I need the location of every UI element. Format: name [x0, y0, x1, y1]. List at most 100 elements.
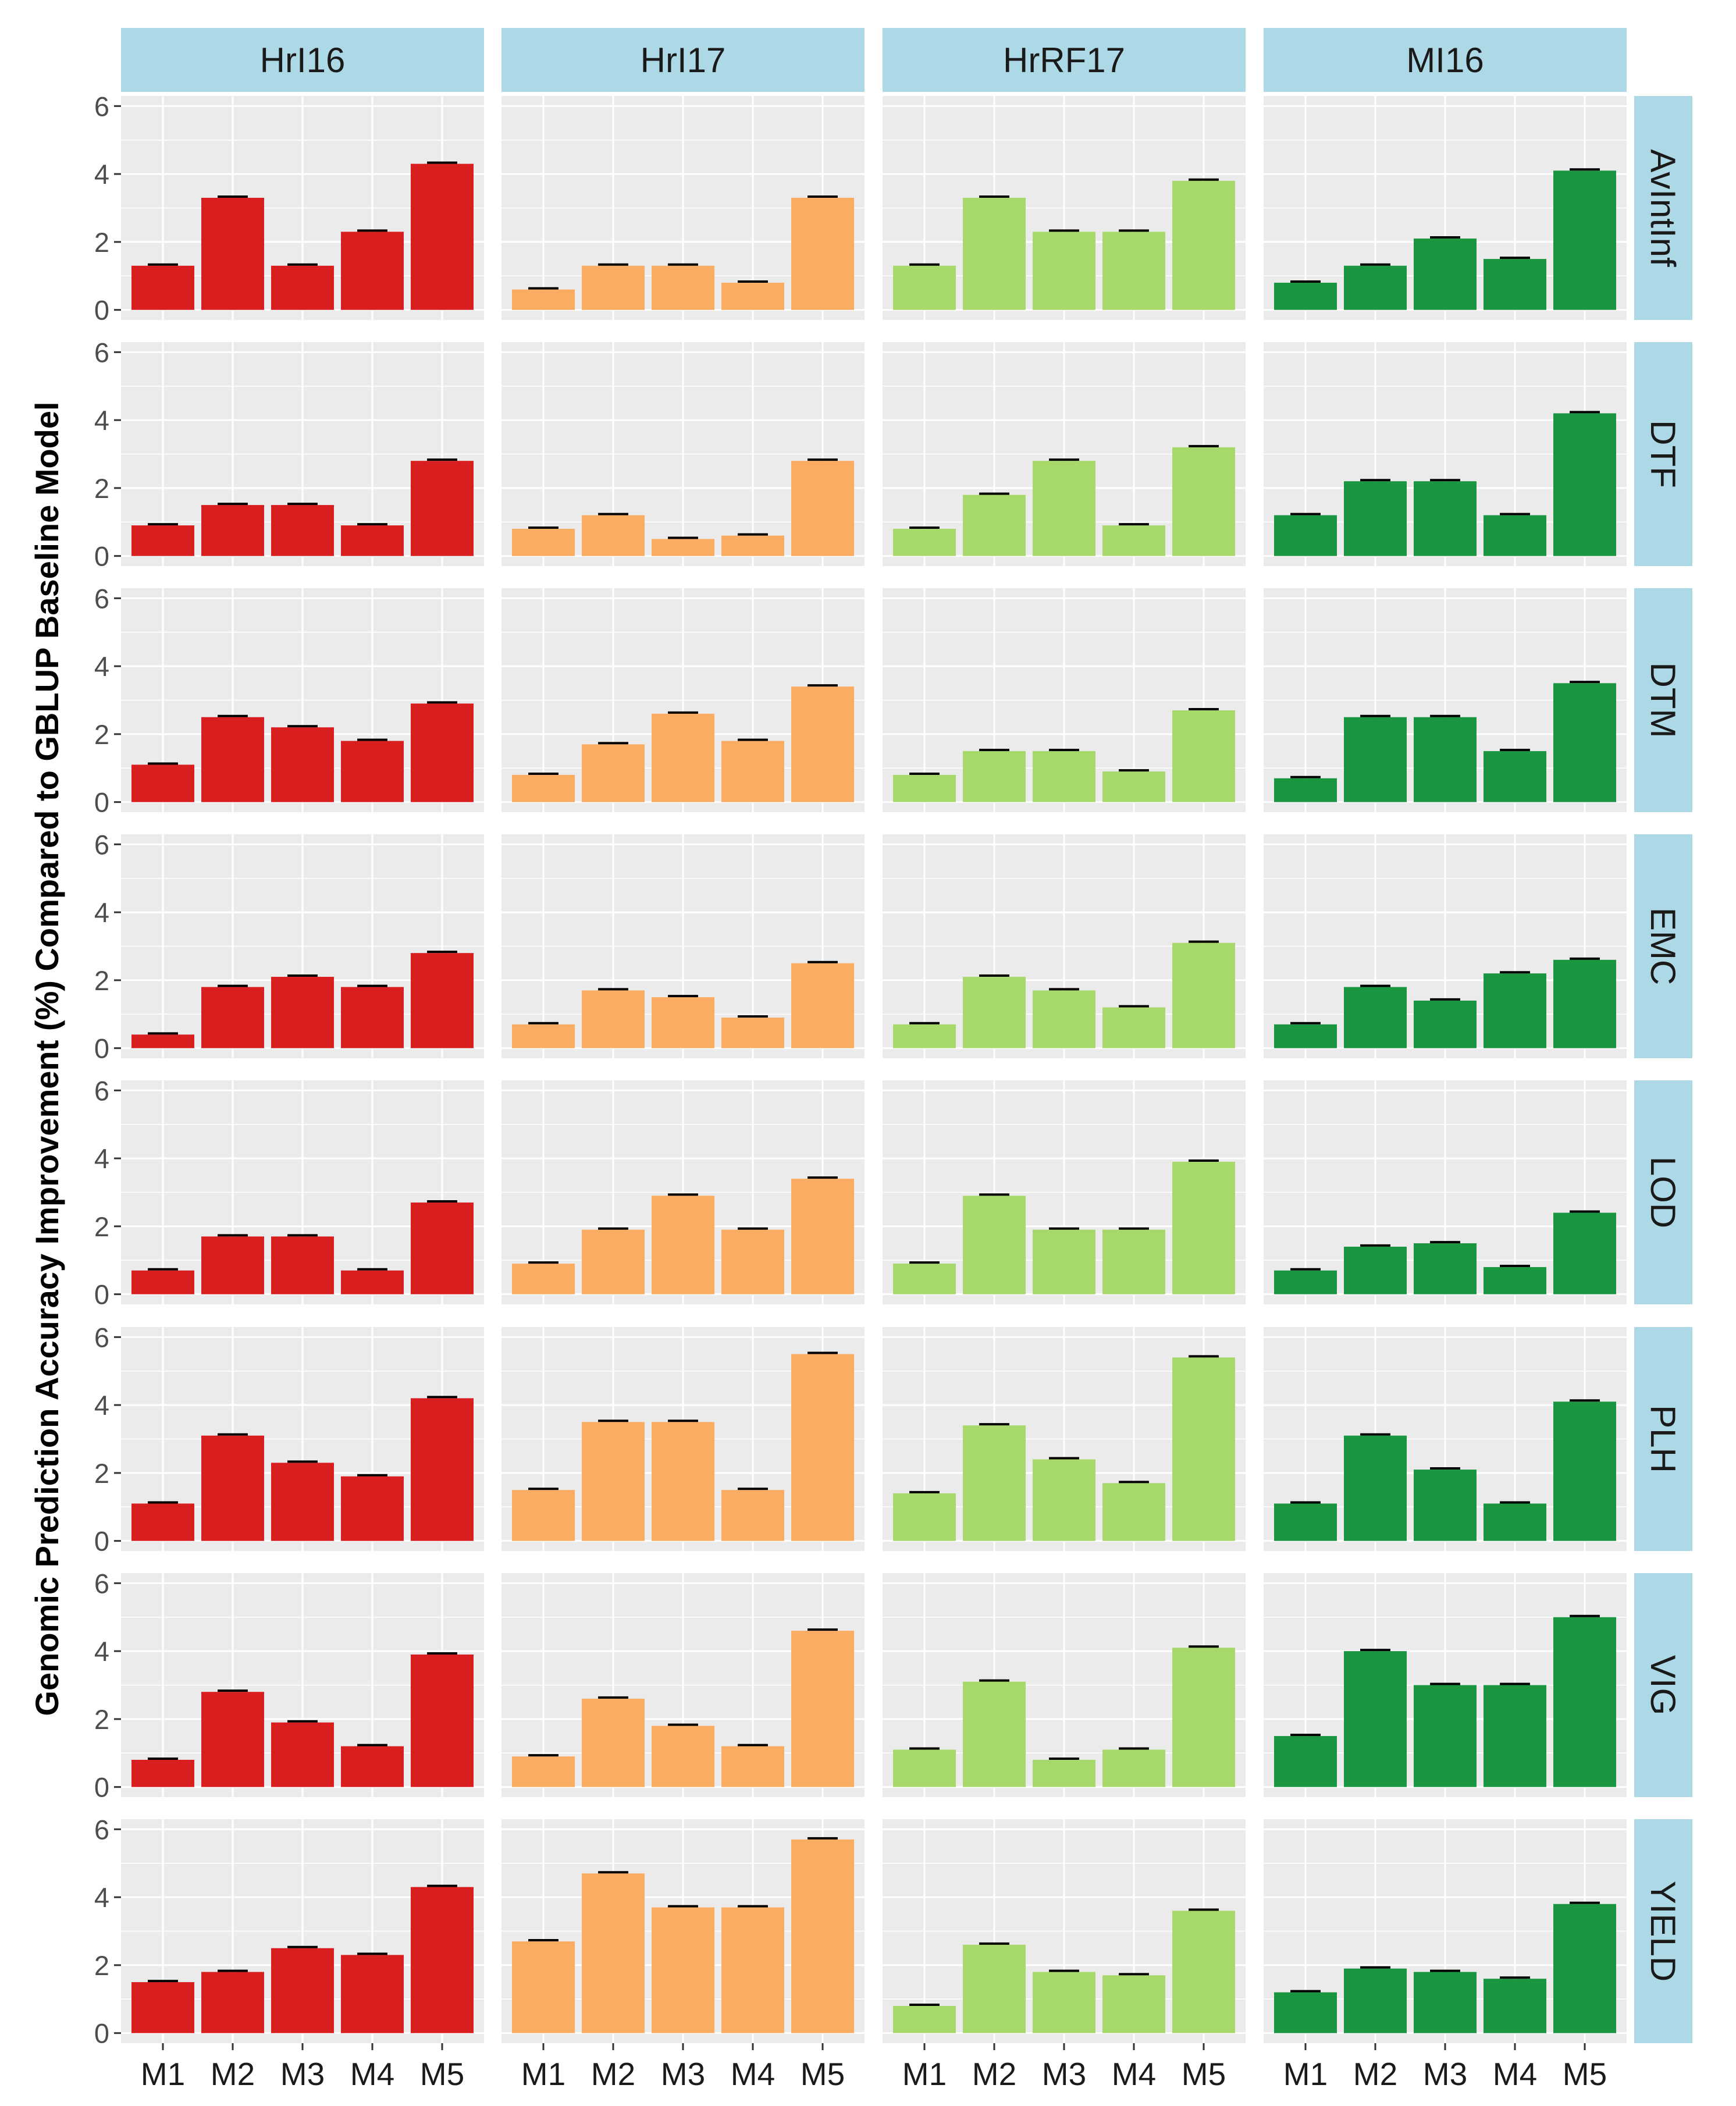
x-tick-label-m5: M5 [1182, 2056, 1226, 2092]
bar-dtf-hrrf17-m1 [893, 528, 956, 556]
bar-vig-mi16-m1 [1274, 1736, 1337, 1787]
bar-yield-hrrf17-m1 [893, 2005, 956, 2033]
panel-vig-hri16 [121, 1573, 484, 1797]
bar-lod-hri16-m4 [341, 1270, 404, 1294]
strip-lod [1634, 1080, 1692, 1304]
strip-label-avintinf: AvIntInf [1643, 149, 1682, 267]
bar-yield-hri16-m4 [341, 1955, 404, 2033]
bar-vig-hri17-m5 [791, 1631, 854, 1787]
strip-dtf [1634, 342, 1692, 566]
strip-label-vig: VIG [1643, 1655, 1682, 1715]
y-axes: 0 2 4 6 0 2 4 6 0 2 4 6 0 2 4 6 0 2 4 6 0 2 4 6 0 2 4 6 0 2 4 6 [94, 91, 121, 2049]
bar-vig-hri17-m4 [721, 1746, 784, 1787]
bar-dtm-mi16-m2 [1344, 717, 1407, 802]
y-tick-label: 2 [94, 719, 109, 750]
panel-avintinf-hri16 [121, 96, 484, 320]
bar-avintinf-hrrf17-m1 [893, 265, 956, 310]
y-axis-yield: 0 2 4 6 [94, 1814, 121, 2049]
bar-vig-hrrf17-m4 [1102, 1749, 1165, 1787]
bar-lod-hri16-m5 [411, 1203, 474, 1294]
y-tick-label: 2 [94, 1458, 109, 1489]
strip-label-plh: PLH [1643, 1405, 1682, 1473]
bar-lod-hrrf17-m5 [1172, 1161, 1235, 1294]
bar-vig-hrrf17-m2 [963, 1681, 1026, 1787]
bar-lod-hri16-m1 [131, 1270, 194, 1294]
x-tick-label-m4: M4 [350, 2056, 394, 2092]
x-axis-mi16: M1 M2 M3 M4 M5 [1283, 2043, 1607, 2092]
bar-plh-hrrf17-m3 [1033, 1459, 1095, 1541]
panel-dtm-hri17 [501, 588, 865, 812]
y-tick-label: 6 [94, 1075, 109, 1106]
strip-vig [1634, 1573, 1692, 1797]
bar-vig-hrrf17-m5 [1172, 1648, 1235, 1787]
bar-yield-hri17-m3 [652, 1907, 714, 2033]
bar-plh-hri17-m2 [582, 1422, 645, 1541]
bar-avintinf-hri16-m1 [131, 265, 194, 310]
x-tick-label-m4: M4 [731, 2056, 775, 2092]
bar-lod-mi16-m4 [1484, 1267, 1546, 1294]
y-tick-label: 0 [94, 541, 109, 572]
bar-avintinf-hri16-m4 [341, 232, 404, 310]
bar-vig-hri17-m2 [582, 1698, 645, 1787]
bar-dtm-hrrf17-m4 [1102, 771, 1165, 802]
x-tick-label-m2: M2 [591, 2056, 635, 2092]
y-tick-label: 6 [94, 1814, 109, 1845]
bar-emc-mi16-m1 [1274, 1024, 1337, 1048]
bar-lod-hrrf17-m2 [963, 1196, 1026, 1294]
bar-dtm-mi16-m4 [1484, 751, 1546, 802]
bar-plh-hri16-m5 [411, 1398, 474, 1541]
bar-yield-hri16-m1 [131, 1982, 194, 2033]
bar-lod-mi16-m2 [1344, 1246, 1407, 1294]
bar-vig-hri17-m3 [652, 1726, 714, 1787]
panel-yield-hri16 [121, 1819, 484, 2043]
bar-dtf-hri16-m3 [271, 505, 334, 556]
bar-plh-hri16-m2 [201, 1435, 264, 1541]
bar-yield-mi16-m5 [1553, 1904, 1616, 2033]
y-tick-label: 4 [94, 1882, 109, 1913]
bar-plh-hri17-m4 [721, 1490, 784, 1541]
bar-emc-mi16-m3 [1414, 1000, 1477, 1048]
bar-dtm-hri16-m2 [201, 717, 264, 802]
strip-label-dtf: DTF [1643, 420, 1682, 488]
y-tick-label: 0 [94, 295, 109, 326]
x-tick-label-m1: M1 [521, 2056, 565, 2092]
panel-yield-hri17 [501, 1819, 865, 2043]
bar-emc-hri16-m4 [341, 987, 404, 1048]
y-tick-label: 6 [94, 1568, 109, 1599]
strip-label-mi16: MI16 [1406, 41, 1484, 80]
y-tick-label: 4 [94, 405, 109, 436]
panel-dtf-hri16 [121, 342, 484, 566]
bar-yield-mi16-m1 [1274, 1992, 1337, 2033]
bar-avintinf-hri16-m2 [201, 197, 264, 310]
bar-dtm-hri16-m5 [411, 703, 474, 802]
bar-dtm-hrrf17-m3 [1033, 751, 1095, 802]
y-tick-label: 6 [94, 1322, 109, 1353]
bar-avintinf-hri17-m5 [791, 197, 854, 310]
bar-vig-hri16-m2 [201, 1692, 264, 1787]
bar-avintinf-hrrf17-m2 [963, 197, 1026, 310]
y-tick-label: 6 [94, 337, 109, 368]
y-tick-label: 0 [94, 1279, 109, 1310]
y-tick-label: 2 [94, 1704, 109, 1735]
bar-dtf-hrrf17-m4 [1102, 525, 1165, 556]
y-tick-label: 0 [94, 2018, 109, 2049]
panel-lod-mi16 [1264, 1080, 1627, 1304]
x-tick-label-m3: M3 [280, 2056, 325, 2092]
bar-dtf-mi16-m2 [1344, 481, 1407, 556]
bar-avintinf-hri17-m3 [652, 265, 714, 310]
y-tick-label: 2 [94, 965, 109, 996]
bar-vig-mi16-m5 [1553, 1617, 1616, 1787]
x-tick-label-m4: M4 [1112, 2056, 1156, 2092]
bar-dtm-hri17-m1 [512, 774, 575, 802]
bar-avintinf-hri16-m3 [271, 265, 334, 310]
panel-vig-mi16 [1264, 1573, 1627, 1797]
panel-plh-mi16 [1264, 1327, 1627, 1551]
strip-mi16 [1264, 28, 1627, 92]
bar-plh-hrrf17-m5 [1172, 1357, 1235, 1541]
y-axis-dtm: 0 2 4 6 [94, 583, 121, 818]
bar-dtm-hri17-m3 [652, 713, 714, 802]
bar-avintinf-mi16-m4 [1484, 259, 1546, 310]
bar-vig-hri16-m3 [271, 1722, 334, 1787]
x-tick-label-m2: M2 [1353, 2056, 1397, 2092]
strip-avintinf [1634, 96, 1692, 320]
